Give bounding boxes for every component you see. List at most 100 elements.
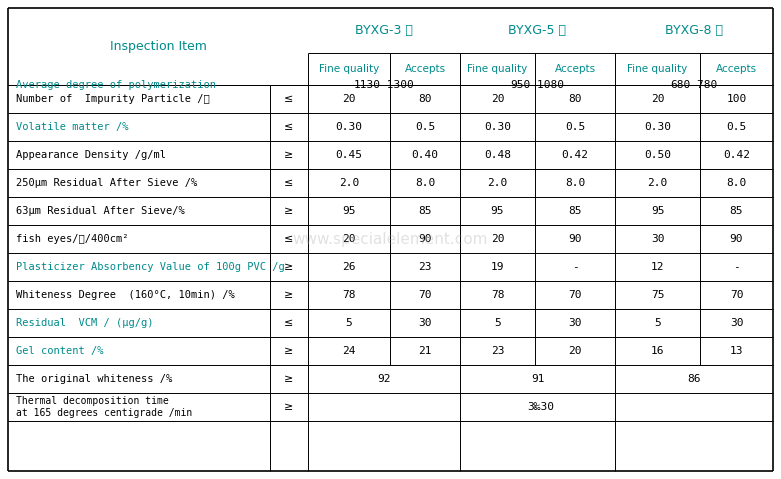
Text: Residual  VCM / (μg/g): Residual VCM / (μg/g) — [16, 318, 154, 328]
Text: ≤: ≤ — [284, 234, 294, 244]
Text: 0.42: 0.42 — [562, 150, 589, 160]
Text: 3‰30: 3‰30 — [527, 402, 554, 412]
Text: The original whiteness /%: The original whiteness /% — [16, 374, 173, 384]
Text: 85: 85 — [729, 206, 744, 216]
Text: 20: 20 — [569, 346, 582, 356]
Text: 86: 86 — [687, 374, 701, 384]
Text: 5: 5 — [654, 318, 661, 328]
Text: Inspection Item: Inspection Item — [109, 40, 206, 53]
Text: 0.30: 0.30 — [644, 122, 671, 132]
Text: 0.5: 0.5 — [726, 122, 747, 132]
Text: 20: 20 — [342, 234, 356, 244]
Text: 0.30: 0.30 — [336, 122, 362, 132]
Text: ≤: ≤ — [284, 122, 294, 132]
Text: Fine quality: Fine quality — [467, 64, 528, 74]
Text: 1130-1300: 1130-1300 — [354, 80, 415, 90]
Text: BYXG-5 型: BYXG-5 型 — [508, 24, 566, 37]
Text: 70: 70 — [419, 290, 432, 300]
Text: Whiteness Degree  (160°C, 10min) /%: Whiteness Degree (160°C, 10min) /% — [16, 290, 235, 300]
Text: Plasticizer Absorbency Value of 100g PVC /g: Plasticizer Absorbency Value of 100g PVC… — [16, 262, 285, 272]
Text: Fine quality: Fine quality — [319, 64, 379, 74]
Text: 24: 24 — [342, 346, 356, 356]
Text: Appearance Density /g/ml: Appearance Density /g/ml — [16, 150, 166, 160]
Text: 75: 75 — [651, 290, 665, 300]
Text: 2.0: 2.0 — [647, 178, 668, 188]
Text: 0.5: 0.5 — [415, 122, 435, 132]
Text: Accepts: Accepts — [405, 64, 446, 74]
Text: -: - — [572, 262, 579, 272]
Text: ≥: ≥ — [284, 374, 294, 384]
Text: 30: 30 — [419, 318, 432, 328]
Text: ≤: ≤ — [284, 178, 294, 188]
Text: 80: 80 — [569, 94, 582, 104]
Text: 70: 70 — [729, 290, 744, 300]
Text: 23: 23 — [419, 262, 432, 272]
Text: ≥: ≥ — [284, 150, 294, 160]
Text: 20: 20 — [490, 94, 505, 104]
Text: Average degree of polymerization: Average degree of polymerization — [16, 80, 216, 90]
Text: 91: 91 — [531, 374, 544, 384]
Text: 78: 78 — [490, 290, 505, 300]
Text: 30: 30 — [651, 234, 665, 244]
Text: 26: 26 — [342, 262, 356, 272]
Text: ≤: ≤ — [284, 318, 294, 328]
Text: ≥: ≥ — [284, 346, 294, 356]
Text: 8.0: 8.0 — [415, 178, 435, 188]
Text: 90: 90 — [419, 234, 432, 244]
Text: 2.0: 2.0 — [339, 178, 359, 188]
Text: 30: 30 — [729, 318, 744, 328]
Text: 95: 95 — [490, 206, 505, 216]
Text: 21: 21 — [419, 346, 432, 356]
Text: BYXG-3 型: BYXG-3 型 — [355, 24, 413, 37]
Text: 2.0: 2.0 — [487, 178, 508, 188]
Text: 20: 20 — [490, 234, 505, 244]
Text: 63μm Residual After Sieve/%: 63μm Residual After Sieve/% — [16, 206, 185, 216]
Text: 85: 85 — [569, 206, 582, 216]
Text: www.specialelement.com: www.specialelement.com — [293, 232, 488, 247]
Text: 95: 95 — [342, 206, 356, 216]
Text: at 165 degrees centigrade /min: at 165 degrees centigrade /min — [16, 408, 192, 418]
Text: ≥: ≥ — [284, 206, 294, 216]
Text: 100: 100 — [726, 94, 747, 104]
Text: 30: 30 — [569, 318, 582, 328]
Text: ≤: ≤ — [284, 94, 294, 104]
Text: 78: 78 — [342, 290, 356, 300]
Text: 0.40: 0.40 — [412, 150, 438, 160]
Text: 0.42: 0.42 — [723, 150, 750, 160]
Text: Fine quality: Fine quality — [627, 64, 687, 74]
Text: 5: 5 — [346, 318, 352, 328]
Text: 20: 20 — [651, 94, 665, 104]
Text: 0.48: 0.48 — [484, 150, 511, 160]
Text: Accepts: Accepts — [555, 64, 596, 74]
Text: 20: 20 — [342, 94, 356, 104]
Text: 19: 19 — [490, 262, 505, 272]
Text: Thermal decomposition time: Thermal decomposition time — [16, 396, 169, 406]
Text: 95: 95 — [651, 206, 665, 216]
Text: 0.45: 0.45 — [336, 150, 362, 160]
Text: Number of  Impurity Particle /个: Number of Impurity Particle /个 — [16, 94, 210, 104]
Text: 8.0: 8.0 — [565, 178, 585, 188]
Text: 90: 90 — [569, 234, 582, 244]
Text: ≥: ≥ — [284, 402, 294, 412]
Text: 92: 92 — [377, 374, 390, 384]
Text: ≥: ≥ — [284, 262, 294, 272]
Text: 0.50: 0.50 — [644, 150, 671, 160]
Text: 680-780: 680-780 — [670, 80, 718, 90]
Text: 23: 23 — [490, 346, 505, 356]
Text: 80: 80 — [419, 94, 432, 104]
Text: 950-1080: 950-1080 — [511, 80, 565, 90]
Text: 8.0: 8.0 — [726, 178, 747, 188]
Text: 70: 70 — [569, 290, 582, 300]
Text: BYXG-8 型: BYXG-8 型 — [665, 24, 723, 37]
Text: 85: 85 — [419, 206, 432, 216]
Text: 12: 12 — [651, 262, 665, 272]
Text: fish eyes/个/400cm²: fish eyes/个/400cm² — [16, 234, 129, 244]
Text: ≥: ≥ — [284, 290, 294, 300]
Text: 90: 90 — [729, 234, 744, 244]
Text: Volatile matter /%: Volatile matter /% — [16, 122, 129, 132]
Text: 13: 13 — [729, 346, 744, 356]
Text: 250μm Residual After Sieve /%: 250μm Residual After Sieve /% — [16, 178, 198, 188]
Text: -: - — [733, 262, 740, 272]
Text: 0.30: 0.30 — [484, 122, 511, 132]
Text: 16: 16 — [651, 346, 665, 356]
